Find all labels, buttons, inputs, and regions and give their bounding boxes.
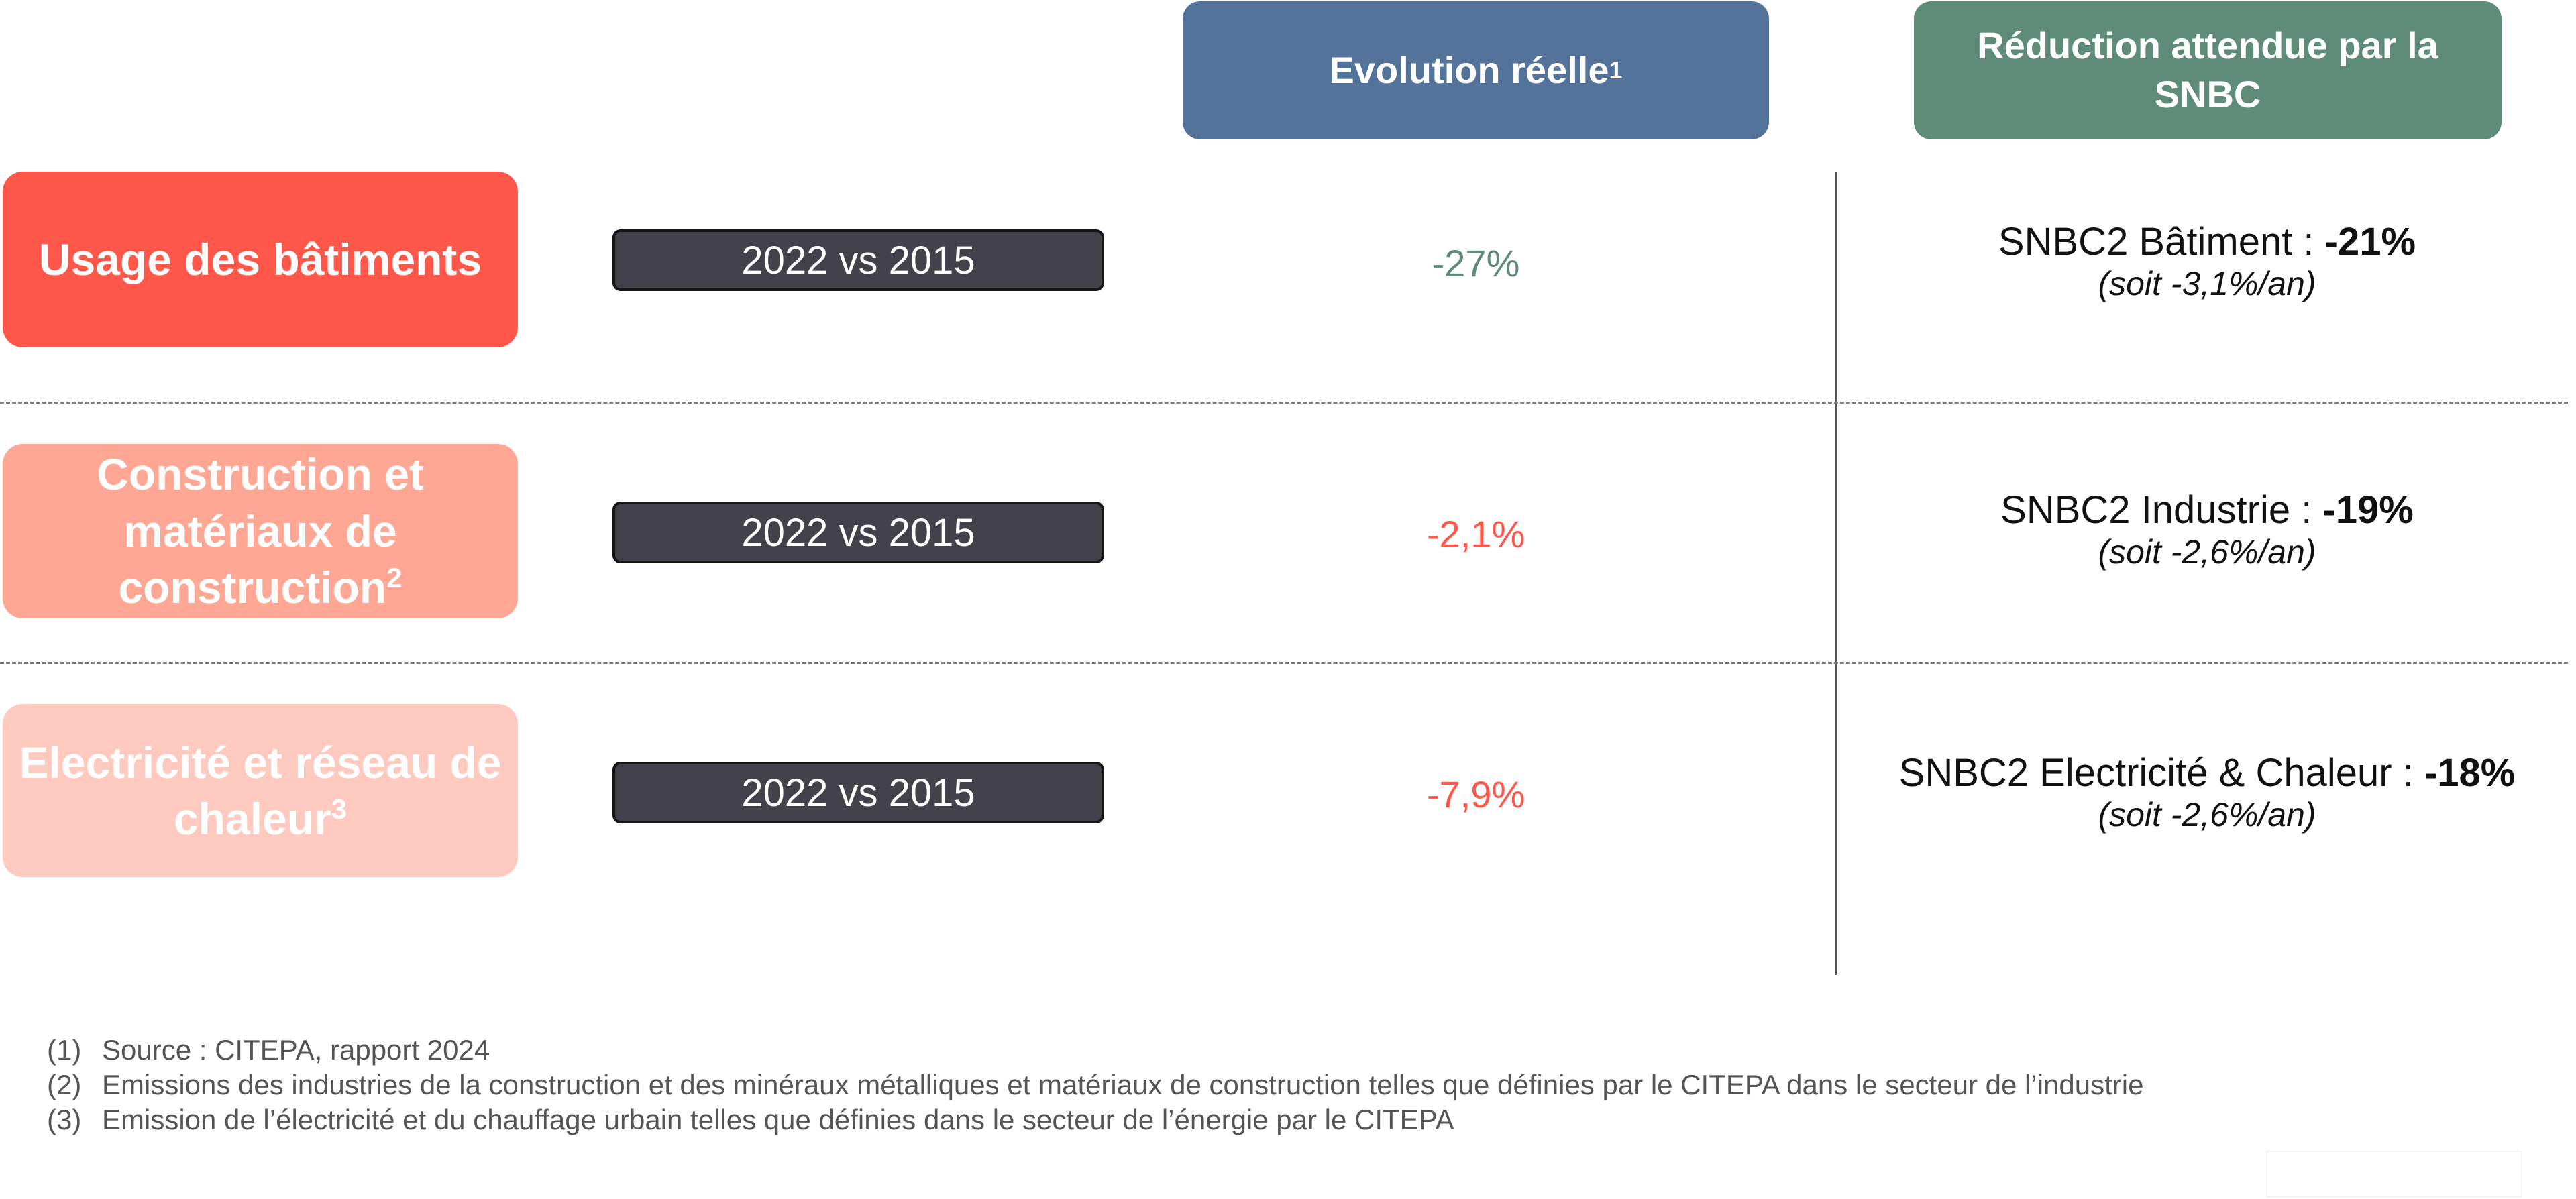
snbc-value: -18% — [2424, 751, 2516, 795]
category-construction-materiaux: Construction et matériaux de constructio… — [3, 444, 518, 618]
category-usage-batiments: Usage des bâtiments — [3, 172, 518, 347]
evolution-value: -7,9% — [1426, 773, 1525, 815]
footnote-item: (3) Emission de l’électricité et du chau… — [47, 1102, 2227, 1137]
row-divider-1 — [0, 402, 2568, 404]
footnote-number: (3) — [47, 1104, 82, 1135]
footnote-text: Emissions des industries de la construct… — [102, 1069, 2144, 1100]
category-label: Electricité et réseau de chaleur — [19, 737, 502, 844]
period-label: 2022 vs 2015 — [741, 510, 975, 555]
snbc-label: SNBC2 Industrie : — [2000, 488, 2323, 532]
category-label: Construction et matériaux de constructio… — [97, 449, 424, 613]
footnote-number: (2) — [47, 1069, 82, 1100]
snbc-label: SNBC2 Bâtiment : — [1998, 220, 2325, 264]
footnote-item: (2) Emissions des industries de la const… — [47, 1068, 2227, 1102]
header-evolution-label: Evolution réelle — [1329, 48, 1609, 91]
snbc-value: -19% — [2322, 488, 2414, 532]
snbc-target: SNBC2 Industrie : -19% (soit -2,6%/an) — [1845, 488, 2569, 571]
header-evolution-reelle: Evolution réelle 1 — [1183, 1, 1769, 139]
snbc-target: SNBC2 Bâtiment : -21% (soit -3,1%/an) — [1845, 220, 2569, 303]
column-divider — [1835, 172, 1837, 975]
empty-placeholder-box — [2266, 1151, 2522, 1198]
category-label: Usage des bâtiments — [38, 234, 482, 284]
footnote-number: (1) — [47, 1034, 82, 1066]
period-box: 2022 vs 2015 — [612, 229, 1104, 291]
evolution-value: -2,1% — [1426, 513, 1525, 555]
period-label: 2022 vs 2015 — [741, 770, 975, 815]
header-evolution-footnote-ref: 1 — [1609, 56, 1623, 84]
row-divider-2 — [0, 662, 2568, 664]
snbc-annual-rate: (soit -2,6%/an) — [2098, 532, 2316, 571]
evolution-value: -27% — [1432, 242, 1520, 284]
snbc-target: SNBC2 Electricité & Chaleur : -18% (soit… — [1845, 751, 2569, 834]
header-reduction-attendue: Réduction attendue par la SNBC — [1914, 1, 2502, 139]
footnotes: (1) Source : CITEPA, rapport 2024 (2) Em… — [47, 1033, 2227, 1137]
header-reduction-label: Réduction attendue par la SNBC — [1977, 24, 2438, 115]
snbc-label: SNBC2 Electricité & Chaleur : — [1898, 751, 2424, 795]
footnote-text: Emission de l’électricité et du chauffag… — [102, 1104, 1454, 1135]
snbc-annual-rate: (soit -3,1%/an) — [2098, 264, 2316, 302]
footnote-item: (1) Source : CITEPA, rapport 2024 — [47, 1033, 2227, 1068]
footnote-text: Source : CITEPA, rapport 2024 — [102, 1034, 490, 1066]
category-electricite-reseau-chaleur: Electricité et réseau de chaleur3 — [3, 704, 518, 877]
snbc-value: -21% — [2324, 220, 2416, 264]
category-footnote-ref: 2 — [386, 562, 402, 594]
period-label: 2022 vs 2015 — [741, 238, 975, 282]
period-box: 2022 vs 2015 — [612, 762, 1104, 823]
snbc-annual-rate: (soit -2,6%/an) — [2098, 795, 2316, 834]
period-box: 2022 vs 2015 — [612, 502, 1104, 563]
category-footnote-ref: 3 — [331, 793, 347, 825]
